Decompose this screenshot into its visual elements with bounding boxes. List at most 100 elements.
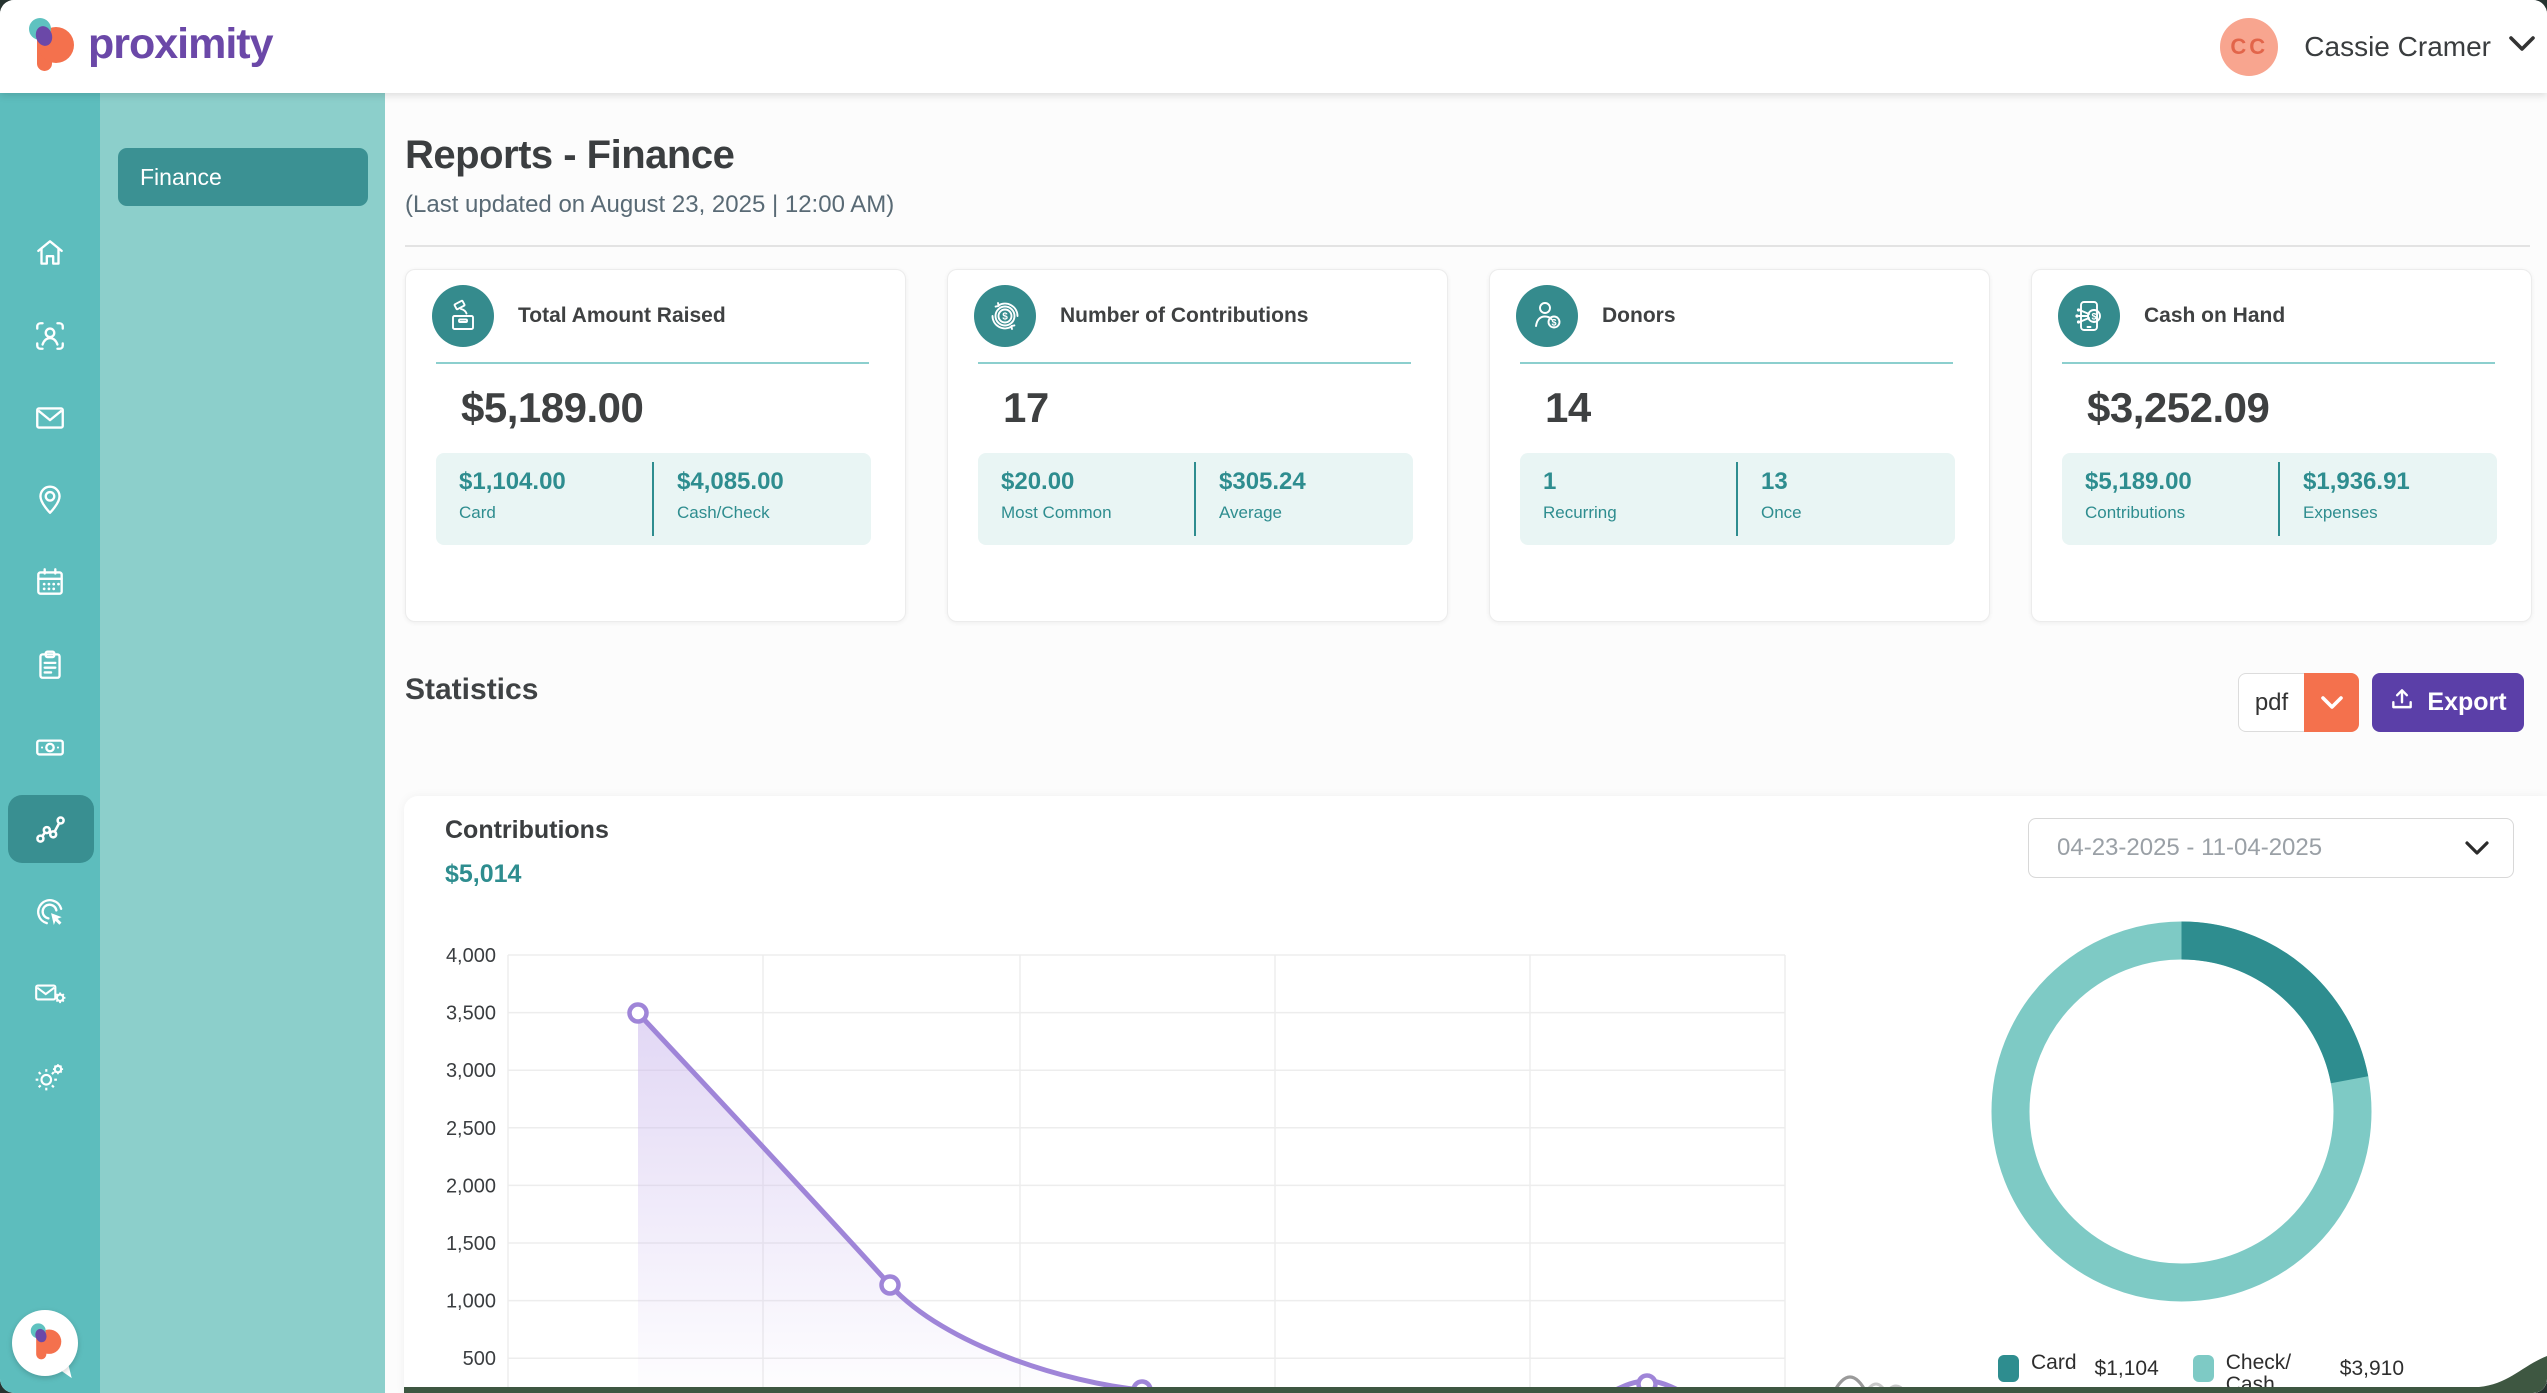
contributions-chart-title: Contributions bbox=[445, 816, 609, 844]
chat-launcher[interactable] bbox=[12, 1310, 78, 1376]
breakdown-label: Once bbox=[1761, 503, 1802, 522]
nav-rail bbox=[0, 93, 100, 1393]
card-breakdown: $5,189.00 Contributions $1,936.91 Expenses bbox=[2062, 453, 2497, 545]
donut-legend: Card $1,104 Check/Cash $3,910 bbox=[1998, 1351, 2438, 1393]
export-button-label: Export bbox=[2427, 688, 2507, 716]
card-breakdown: $1,104.00 Card $4,085.00 Cash/Check bbox=[436, 453, 871, 545]
card-total-amount-raised: Total Amount Raised $5,189.00 $1,104.00 C… bbox=[405, 269, 906, 622]
breakdown-value: $1,104.00 bbox=[459, 468, 566, 495]
legend-value: $1,104 bbox=[2094, 1357, 2159, 1380]
header-divider bbox=[405, 245, 2530, 247]
donation-box-icon bbox=[432, 285, 494, 347]
legend-item-card: Card $1,104 bbox=[1998, 1351, 2159, 1382]
export-button[interactable]: Export bbox=[2372, 673, 2524, 732]
svg-text:500: 500 bbox=[463, 1348, 496, 1370]
proximity-logomark-icon bbox=[26, 1321, 64, 1366]
breakdown-label: Card bbox=[459, 503, 496, 522]
main-content: Reports - Finance (Last updated on Augus… bbox=[385, 93, 2547, 1393]
reports-subnav: Finance bbox=[100, 93, 385, 1393]
chevron-down-icon bbox=[2507, 34, 2537, 59]
avatar[interactable]: CC bbox=[2220, 17, 2279, 76]
page-subtitle: (Last updated on August 23, 2025 | 12:00… bbox=[405, 191, 895, 218]
breakdown-value: $5,189.00 bbox=[2085, 468, 2192, 495]
y-axis-ticks: 4,000 3,500 3,000 2,500 2,000 1,500 1,00… bbox=[446, 945, 496, 1370]
breakdown-divider bbox=[1194, 462, 1196, 536]
mail-settings-icon[interactable] bbox=[33, 976, 67, 1010]
svg-text:3,500: 3,500 bbox=[446, 1003, 496, 1025]
breakdown-label: Cash/Check bbox=[677, 503, 770, 522]
contributions-total: $5,014 bbox=[445, 860, 522, 888]
people-icon[interactable] bbox=[33, 319, 67, 353]
legend-swatch-card bbox=[1998, 1355, 2019, 1382]
svg-text:$: $ bbox=[2091, 312, 2096, 322]
brand-logo[interactable]: proximity bbox=[22, 15, 274, 78]
chevron-down-icon bbox=[2463, 839, 2491, 857]
reports-line-chart-icon[interactable] bbox=[33, 812, 67, 846]
card-divider bbox=[978, 362, 1411, 364]
export-format-value[interactable]: pdf bbox=[2238, 673, 2304, 732]
svg-text:1,000: 1,000 bbox=[446, 1291, 496, 1313]
svg-text:$: $ bbox=[1551, 318, 1556, 328]
breakdown-label: Average bbox=[1219, 503, 1283, 522]
user-name: Cassie Cramer bbox=[2304, 30, 2491, 62]
svg-text:1,500: 1,500 bbox=[446, 1233, 496, 1255]
legend-item-check-cash: Check/Cash $3,910 bbox=[2192, 1351, 2404, 1393]
donor-dollar-icon: $ bbox=[1516, 285, 1578, 347]
card-value: $5,189.00 bbox=[461, 384, 644, 431]
card-value: $3,252.09 bbox=[2087, 384, 2270, 431]
mobile-money-icon: $ bbox=[2058, 285, 2120, 347]
breakdown-label: Contributions bbox=[2085, 503, 2186, 522]
breakdown-label: Recurring bbox=[1543, 503, 1617, 522]
card-breakdown: 1 Recurring 13 Once bbox=[1520, 453, 1955, 545]
card-donors: $ Donors 14 1 Recurring 13 Once bbox=[1489, 269, 1990, 622]
card-title: Cash on Hand bbox=[2144, 304, 2286, 327]
mail-icon[interactable] bbox=[33, 401, 67, 435]
location-pin-icon[interactable] bbox=[33, 483, 67, 517]
date-range-value: 04-23-2025 - 11-04-2025 bbox=[2057, 834, 2323, 861]
legend-label: Check/Cash bbox=[2225, 1351, 2292, 1393]
subnav-item-label: Finance bbox=[140, 163, 222, 190]
breakdown-divider bbox=[1736, 462, 1738, 536]
settings-gears-icon[interactable] bbox=[33, 1059, 67, 1093]
user-menu[interactable]: CC Cassie Cramer bbox=[2220, 0, 2537, 93]
svg-text:$: $ bbox=[1002, 312, 1008, 323]
statistics-heading: Statistics bbox=[405, 673, 539, 706]
export-format-select[interactable]: pdf bbox=[2238, 673, 2359, 732]
breakdown-divider bbox=[652, 462, 654, 536]
page-title: Reports - Finance bbox=[405, 133, 735, 177]
brand-wordmark: proximity bbox=[88, 20, 274, 68]
card-value: 14 bbox=[1545, 384, 1591, 431]
proximity-logomark-icon bbox=[22, 15, 78, 78]
breakdown-value: 1 bbox=[1543, 468, 1557, 495]
recurring-dollar-icon: $ bbox=[974, 285, 1036, 347]
card-value: 17 bbox=[1003, 384, 1049, 431]
calendar-icon[interactable] bbox=[33, 565, 67, 599]
upload-icon bbox=[2389, 686, 2415, 719]
card-number-of-contributions: $ Number of Contributions 17 $20.00 Most … bbox=[947, 269, 1448, 622]
card-divider bbox=[436, 362, 869, 364]
svg-text:2,000: 2,000 bbox=[446, 1175, 496, 1197]
payment-method-donut-chart bbox=[1991, 921, 2372, 1302]
date-range-select[interactable]: 04-23-2025 - 11-04-2025 bbox=[2028, 818, 2514, 878]
card-title: Total Amount Raised bbox=[518, 304, 726, 327]
area-chart-icon bbox=[1831, 1375, 1908, 1393]
chevron-down-icon[interactable] bbox=[2304, 673, 2359, 732]
statistics-panel: Contributions $5,014 04-23-2025 - 11-04-… bbox=[404, 796, 2547, 1393]
legend-swatch-check-cash bbox=[2192, 1355, 2214, 1382]
card-cash-on-hand: $ Cash on Hand $3,252.09 $5,189.00 Contri… bbox=[2031, 269, 2532, 622]
card-breakdown: $20.00 Most Common $305.24 Average bbox=[978, 453, 1413, 545]
clipboard-icon[interactable] bbox=[33, 648, 67, 682]
card-divider bbox=[2062, 362, 2495, 364]
breakdown-label: Expenses bbox=[2303, 503, 2378, 522]
subnav-item-finance[interactable]: Finance bbox=[118, 148, 368, 206]
legend-value: $3,910 bbox=[2339, 1357, 2404, 1380]
legend-label: Card bbox=[2031, 1351, 2077, 1374]
home-icon[interactable] bbox=[33, 236, 67, 270]
nav-active-highlight bbox=[8, 795, 94, 863]
banknote-icon[interactable] bbox=[33, 730, 67, 764]
breakdown-value: 13 bbox=[1761, 468, 1788, 495]
engagement-click-icon[interactable] bbox=[33, 895, 67, 929]
svg-text:4,000: 4,000 bbox=[446, 945, 496, 967]
top-header: proximity CC Cassie Cramer bbox=[0, 0, 2547, 93]
